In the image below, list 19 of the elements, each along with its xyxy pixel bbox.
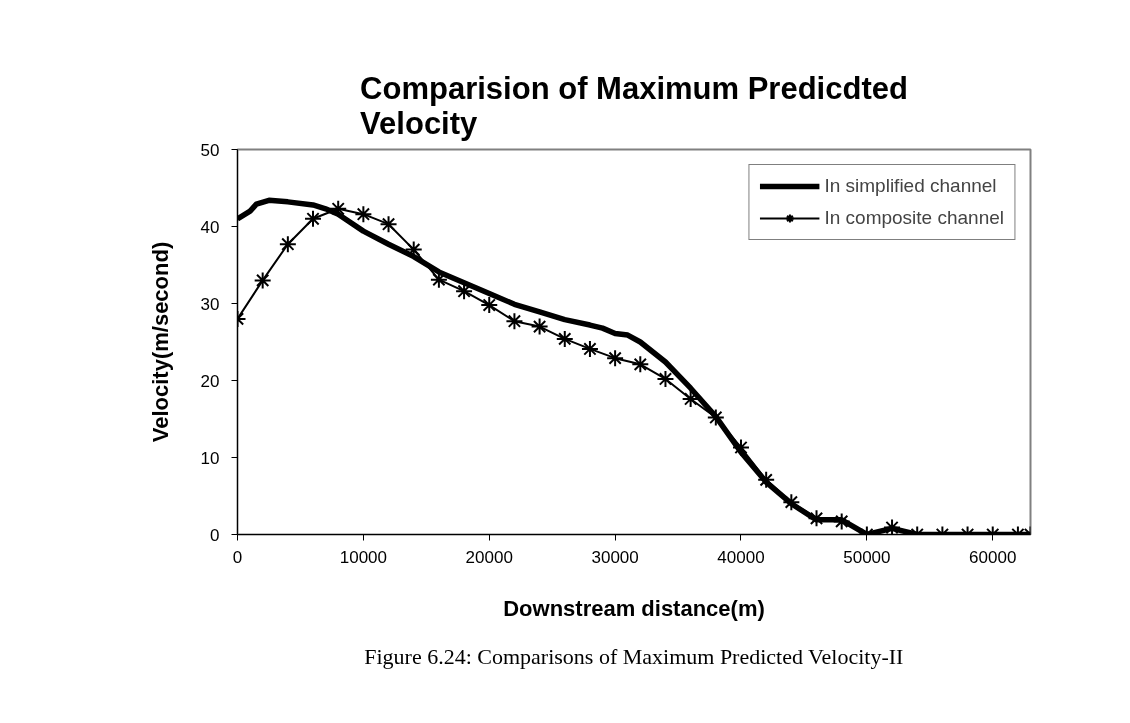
legend-label: In simplified channel bbox=[824, 175, 997, 197]
x-tick-label: 60000 bbox=[969, 547, 1017, 567]
legend-label: In composite channel bbox=[824, 207, 1004, 229]
x-tick-label: 30000 bbox=[591, 547, 639, 567]
y-tick-label: 10 bbox=[200, 448, 220, 468]
y-tick-label: 40 bbox=[200, 217, 220, 237]
x-tick-label: 40000 bbox=[717, 547, 765, 567]
caption: Figure 6.24: Comparisons of Maximum Predicted Velocity-II bbox=[364, 643, 904, 669]
x-axis-title: Downstream distance(m) bbox=[503, 595, 765, 621]
y-tick-label: 20 bbox=[200, 371, 220, 391]
x-tick-label: 20000 bbox=[465, 547, 513, 567]
x-tick-label: 50000 bbox=[843, 547, 891, 567]
x-tick-label: 0 bbox=[232, 547, 243, 567]
y-tick-label: 0 bbox=[210, 525, 220, 545]
y-tick-label: 30 bbox=[200, 294, 220, 314]
y-axis-title: Velocity(m/second) bbox=[147, 241, 173, 443]
chart-title: Comparision of Maximum Predicdted Velocity bbox=[360, 70, 908, 141]
y-tick-label: 50 bbox=[200, 140, 220, 160]
x-tick-label: 10000 bbox=[339, 547, 388, 567]
